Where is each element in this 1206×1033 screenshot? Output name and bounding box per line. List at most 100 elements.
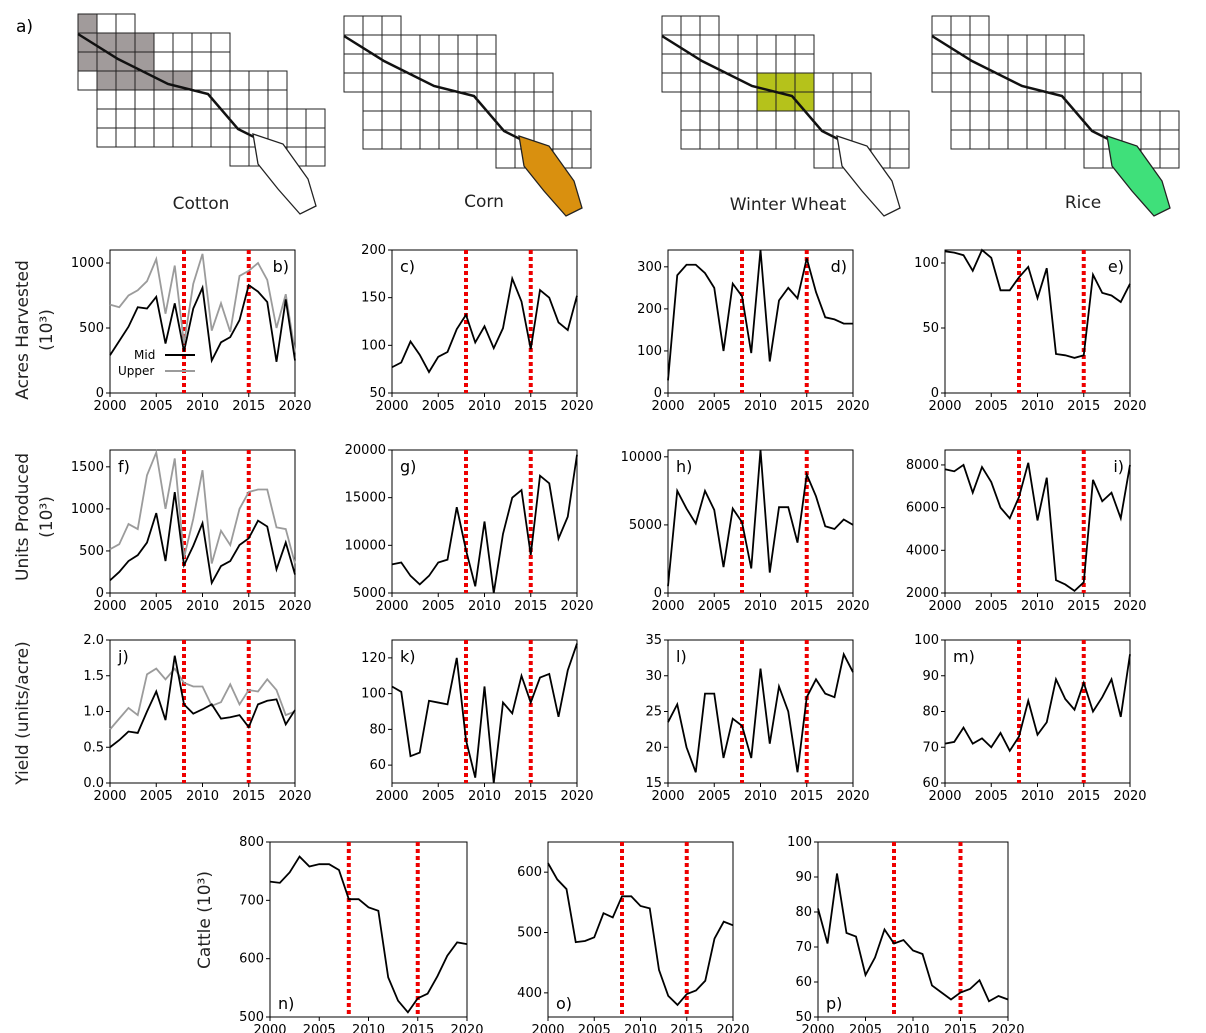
county-cell bbox=[1064, 34, 1085, 55]
county-cell bbox=[210, 51, 231, 72]
county-cell bbox=[419, 53, 440, 74]
county-cell bbox=[438, 110, 459, 131]
county-cell bbox=[988, 72, 1009, 93]
y-tick-label: 0.0 bbox=[83, 776, 104, 791]
county-cell bbox=[931, 72, 952, 93]
county-cell bbox=[1064, 53, 1085, 74]
county-cell bbox=[661, 15, 682, 36]
x-tick-label: 2010 bbox=[744, 599, 777, 614]
x-tick-label: 2005 bbox=[140, 789, 173, 804]
x-tick-label: 2010 bbox=[186, 789, 219, 804]
series-line-mid bbox=[109, 283, 296, 364]
county-cell bbox=[851, 110, 872, 131]
y-tick-label: 500 bbox=[517, 926, 542, 941]
axes-frame bbox=[944, 449, 1131, 594]
county-cell bbox=[514, 110, 535, 131]
y-tick-label: 0 bbox=[654, 586, 662, 601]
y-tick-label: 15 bbox=[645, 776, 662, 791]
y-tick-label: 60 bbox=[369, 758, 386, 773]
x-tick-label: 2000 bbox=[375, 599, 408, 614]
county-cell bbox=[362, 110, 383, 131]
panel-label: k) bbox=[400, 647, 416, 666]
x-tick-label: 2005 bbox=[422, 789, 455, 804]
county-cell bbox=[794, 34, 815, 55]
x-tick-label: 2000 bbox=[531, 1023, 564, 1033]
y-tick-label: 30 bbox=[645, 669, 662, 684]
axes-frame bbox=[667, 639, 854, 784]
x-tick-label: 2010 bbox=[744, 789, 777, 804]
y-tick-label: 800 bbox=[239, 835, 264, 850]
county-cell bbox=[1083, 91, 1104, 112]
county-cell bbox=[172, 32, 193, 53]
x-tick-label: 2000 bbox=[375, 789, 408, 804]
x-tick-label: 2010 bbox=[1021, 399, 1054, 414]
county-cell bbox=[533, 72, 554, 93]
axes-frame bbox=[391, 639, 578, 784]
x-tick-label: 2005 bbox=[698, 599, 731, 614]
x-tick-label: 2005 bbox=[422, 399, 455, 414]
y-tick-label: 15000 bbox=[345, 491, 386, 506]
county-cell bbox=[172, 127, 193, 148]
county-cell bbox=[381, 34, 402, 55]
county-cell bbox=[832, 91, 853, 112]
county-cell bbox=[718, 34, 739, 55]
county-cell bbox=[96, 32, 117, 53]
panel-label: b) bbox=[273, 257, 289, 276]
county-cell bbox=[1007, 110, 1028, 131]
county-cell bbox=[153, 127, 174, 148]
county-cell bbox=[77, 70, 98, 91]
y-tick-label: 300 bbox=[637, 260, 662, 275]
x-tick-label: 2020 bbox=[1113, 789, 1146, 804]
county-cell bbox=[756, 53, 777, 74]
x-tick-label: 2000 bbox=[253, 1023, 286, 1033]
panel-e: 2000 2005 2010 2015 2020 0 50 100 e) bbox=[914, 248, 1147, 414]
y-tick-label: 25 bbox=[645, 705, 662, 720]
x-tick-label: 2010 bbox=[186, 399, 219, 414]
panel-h: 2000 2005 2010 2015 2020 0 5000 10000 h) bbox=[621, 449, 870, 614]
y-tick-label: 80 bbox=[795, 905, 812, 920]
county-cell bbox=[96, 89, 117, 110]
panel-label: h) bbox=[676, 457, 692, 476]
county-cell bbox=[552, 129, 573, 150]
y-tick-label: 50 bbox=[795, 1010, 812, 1025]
legend: Mid Upper bbox=[118, 348, 195, 378]
y-tick-label: 100 bbox=[787, 835, 812, 850]
x-tick-label: 2010 bbox=[624, 1023, 657, 1033]
county-cell bbox=[870, 110, 891, 131]
series-line-mid bbox=[944, 462, 1131, 593]
x-tick-label: 2020 bbox=[278, 399, 311, 414]
y-tick-label: 10000 bbox=[345, 538, 386, 553]
county-cell bbox=[172, 89, 193, 110]
county-cell bbox=[775, 129, 796, 150]
y-tick-label: 60 bbox=[922, 776, 939, 791]
panel-o: 2000 2005 2010 2015 2020 400 500 600 o) bbox=[517, 841, 750, 1033]
county-cell bbox=[191, 32, 212, 53]
x-tick-label: 2010 bbox=[1021, 789, 1054, 804]
county-cell bbox=[400, 110, 421, 131]
county-cell bbox=[533, 91, 554, 112]
y-tick-label: 50 bbox=[922, 321, 939, 336]
county-cell bbox=[419, 91, 440, 112]
county-cell bbox=[1045, 110, 1066, 131]
county-cell bbox=[832, 72, 853, 93]
y-tick-label: 100 bbox=[637, 344, 662, 359]
panel-label: m) bbox=[953, 647, 975, 666]
county-cell bbox=[134, 89, 155, 110]
y-tick-label: 100 bbox=[361, 687, 386, 702]
county-cell bbox=[305, 127, 326, 148]
county-cell bbox=[153, 108, 174, 129]
county-cell bbox=[115, 13, 136, 34]
county-cell bbox=[1083, 110, 1104, 131]
y-tick-label: 150 bbox=[361, 291, 386, 306]
county-cell bbox=[1007, 129, 1028, 150]
county-cell bbox=[115, 127, 136, 148]
y-tick-label: 80 bbox=[369, 722, 386, 737]
county-cell bbox=[381, 91, 402, 112]
county-cell bbox=[737, 129, 758, 150]
y-tick-label: 20000 bbox=[345, 443, 386, 458]
county-cell bbox=[889, 148, 910, 169]
y-tick-label: 400 bbox=[517, 986, 542, 1001]
county-cell bbox=[699, 110, 720, 131]
y-tick-label: 0 bbox=[931, 386, 939, 401]
county-tail bbox=[518, 135, 583, 217]
